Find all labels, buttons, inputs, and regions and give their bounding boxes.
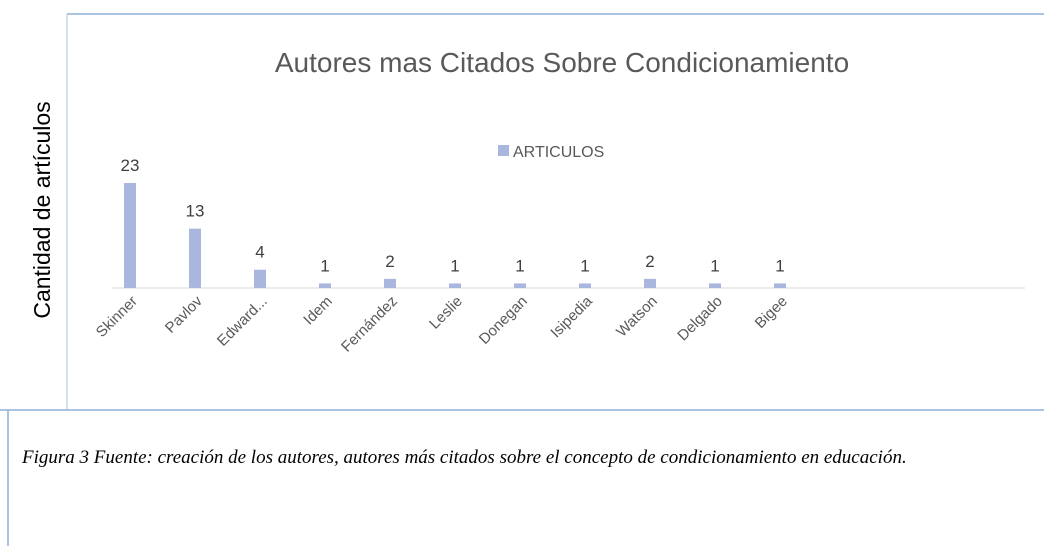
legend-label: ARTICULOS <box>513 144 604 161</box>
y-axis-label: Cantidad de artículos <box>29 101 55 318</box>
x-tick-label: Bigee <box>752 293 791 332</box>
data-label: 2 <box>385 252 394 271</box>
bar <box>189 228 201 288</box>
bar <box>124 183 136 288</box>
x-tick-label: Donegan <box>476 293 531 348</box>
x-tick-label: Fernández <box>338 293 401 356</box>
data-label: 1 <box>580 256 589 275</box>
data-label: 1 <box>450 256 459 275</box>
x-tick-label: Edward... <box>214 293 271 350</box>
bar <box>254 269 266 288</box>
bar <box>709 283 721 288</box>
x-tick-label: Delgado <box>674 293 726 345</box>
bar <box>514 283 526 288</box>
x-tick-label: Watson <box>613 293 661 341</box>
data-label: 13 <box>186 202 205 221</box>
caption: Figura 3 Fuente: creación de los autores… <box>22 447 907 468</box>
bar <box>449 283 461 288</box>
x-tick-label: Isipedia <box>547 292 596 341</box>
data-label: 23 <box>121 156 140 175</box>
x-tick-label: Pavlov <box>162 292 206 336</box>
bar <box>579 283 591 288</box>
x-tick-label: Leslie <box>426 293 466 333</box>
data-label: 1 <box>710 256 719 275</box>
data-label: 2 <box>645 252 654 271</box>
bar <box>384 278 396 288</box>
chart-title: Autores mas Citados Sobre Condicionamien… <box>275 47 849 78</box>
x-tick-label: Idem <box>300 293 336 329</box>
data-label: 1 <box>515 256 524 275</box>
bar <box>774 283 786 288</box>
x-tick-label: Skinner <box>93 293 141 341</box>
bar <box>319 283 331 288</box>
data-label: 4 <box>255 243 264 262</box>
data-label: 1 <box>320 256 329 275</box>
data-label: 1 <box>775 256 784 275</box>
bar <box>644 278 656 288</box>
legend-swatch <box>498 145 509 156</box>
